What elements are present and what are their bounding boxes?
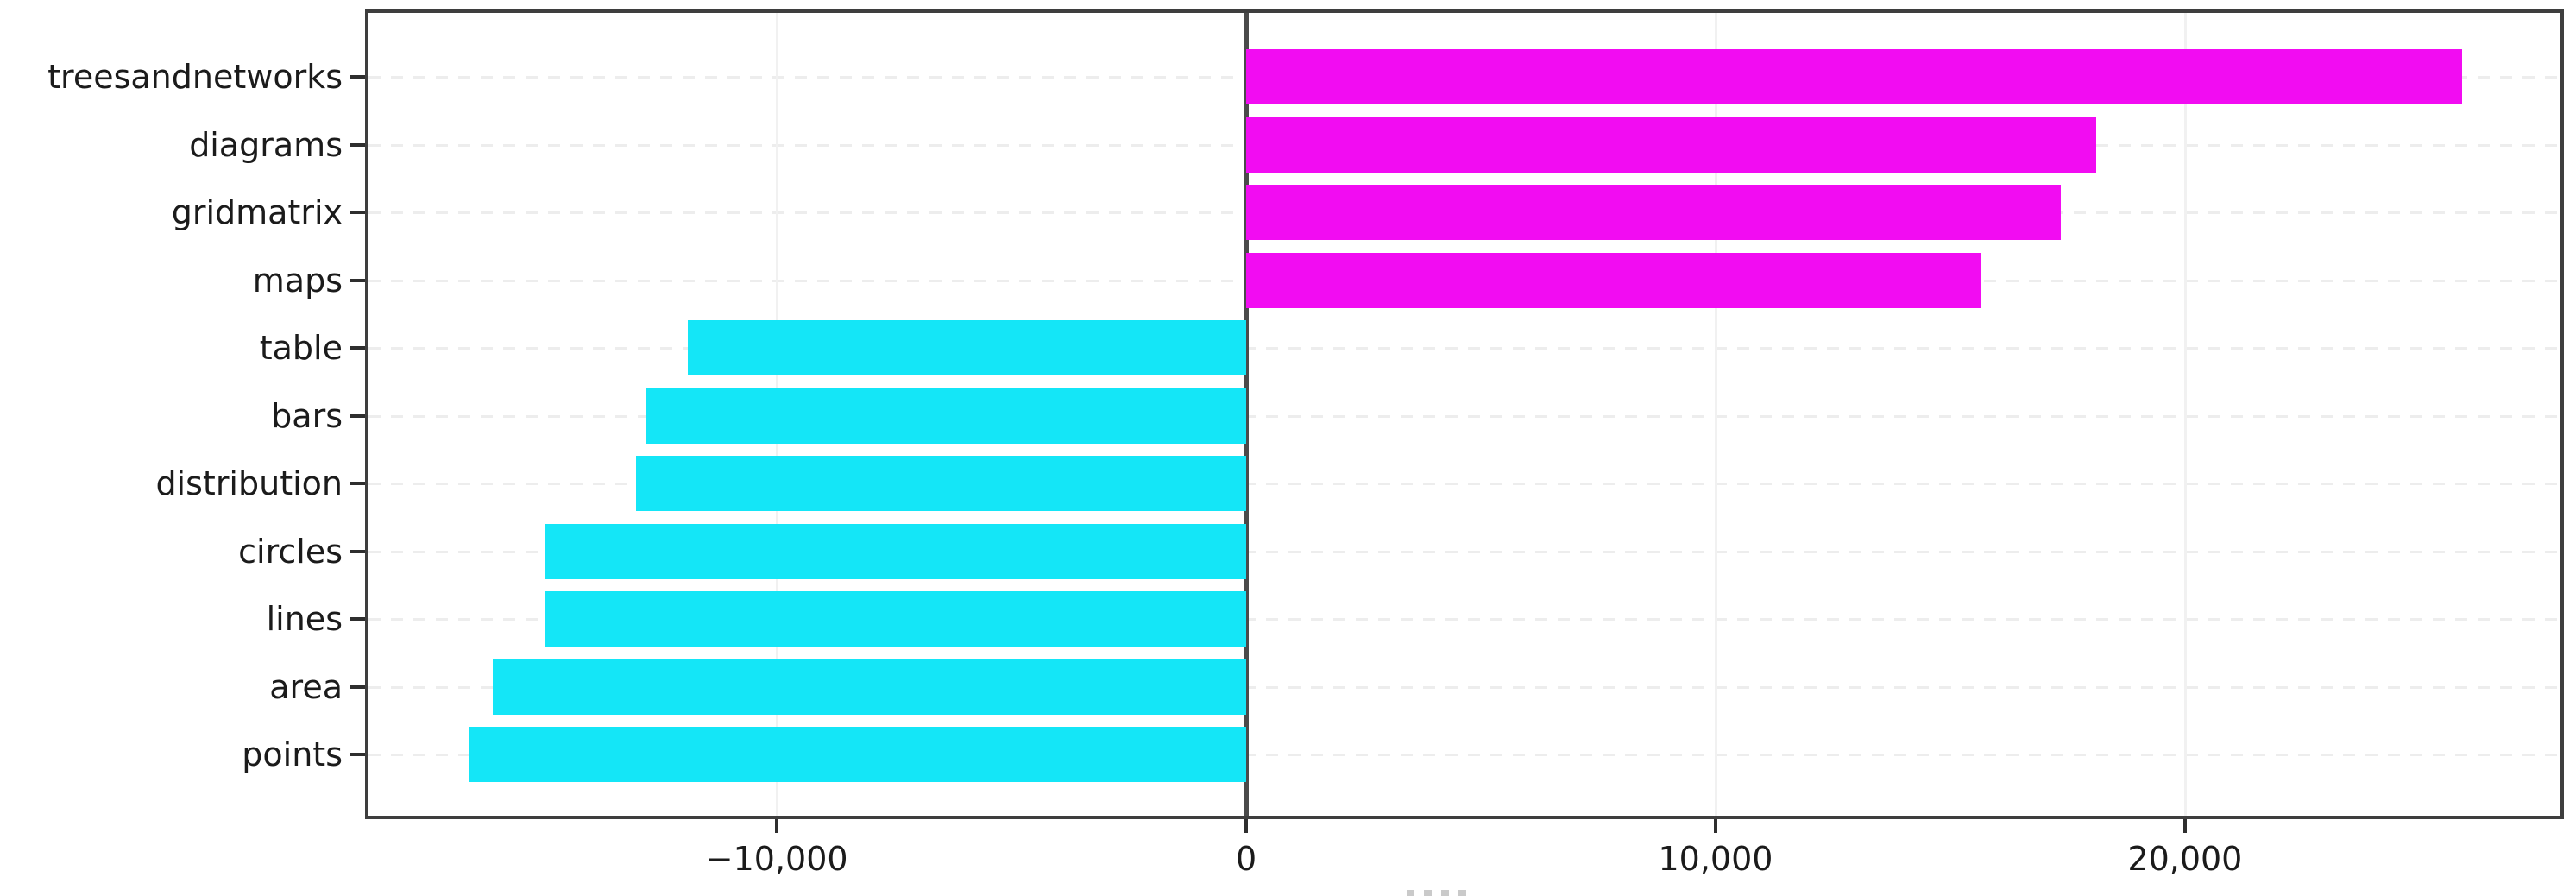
x-axis-tick-label: 10,000: [1658, 840, 1773, 878]
y-axis-tick: [350, 346, 365, 350]
bar-circles: [544, 523, 1247, 579]
grid-line-horizontal: [368, 685, 2560, 689]
y-axis-label-diagrams: diagrams: [189, 125, 343, 164]
grid-line-vertical: [2183, 13, 2187, 816]
x-axis-tick-label: 0: [1235, 840, 1257, 878]
y-axis-tick: [350, 482, 365, 485]
y-axis-label-maps: maps: [252, 261, 343, 300]
y-axis-label-gridmatrix: gridmatrix: [171, 193, 343, 231]
y-axis-label-lines: lines: [266, 600, 343, 638]
bar-maps: [1246, 252, 1981, 308]
y-axis-label-bars: bars: [271, 396, 343, 435]
grid-line-horizontal: [368, 414, 2560, 418]
x-axis-tick: [775, 819, 779, 833]
y-axis-label-circles: circles: [238, 532, 343, 571]
bar-distribution: [636, 456, 1247, 511]
y-axis-label-treesandnetworks: treesandnetworks: [47, 58, 343, 96]
y-axis-tick: [350, 142, 365, 147]
plot-area: [365, 9, 2564, 819]
y-axis-tick: [350, 753, 365, 756]
bar-lines: [544, 591, 1247, 647]
bar-diagrams: [1246, 117, 2096, 173]
zero-line: [1244, 13, 1250, 816]
bar-points: [469, 727, 1247, 782]
y-axis-label-distribution: distribution: [155, 464, 343, 502]
grid-line-horizontal: [368, 754, 2560, 756]
x-axis-tick-label: 20,000: [2127, 840, 2243, 878]
y-axis-tick: [350, 685, 365, 689]
y-axis-tick: [350, 617, 365, 621]
y-axis-label-points: points: [242, 735, 343, 773]
grid-line-horizontal: [368, 347, 2560, 350]
x-axis-tick: [2182, 819, 2187, 833]
grid-line-horizontal: [368, 550, 2560, 553]
bar-gridmatrix: [1246, 185, 2061, 240]
bar-area: [493, 659, 1247, 715]
y-axis-tick: [350, 75, 365, 79]
bar-bars: [645, 388, 1247, 444]
y-axis-tick: [350, 278, 365, 282]
grid-line-horizontal: [368, 483, 2560, 485]
x-axis-tick-label: −10,000: [705, 840, 848, 878]
grid-line-horizontal: [368, 618, 2560, 621]
y-axis-tick: [350, 211, 365, 214]
y-axis-label-area: area: [269, 667, 343, 706]
y-axis-tick: [350, 413, 365, 418]
x-axis-tick: [1244, 819, 1249, 833]
bar-treesandnetworks: [1246, 49, 2462, 104]
bar-table: [687, 320, 1247, 375]
y-axis-tick: [350, 549, 365, 553]
y-axis-label-table: table: [259, 329, 343, 367]
grid-line-vertical: [1714, 13, 1717, 816]
x-axis-tick: [1713, 819, 1717, 833]
clipped-axis-title-fragment: [1407, 890, 1467, 896]
